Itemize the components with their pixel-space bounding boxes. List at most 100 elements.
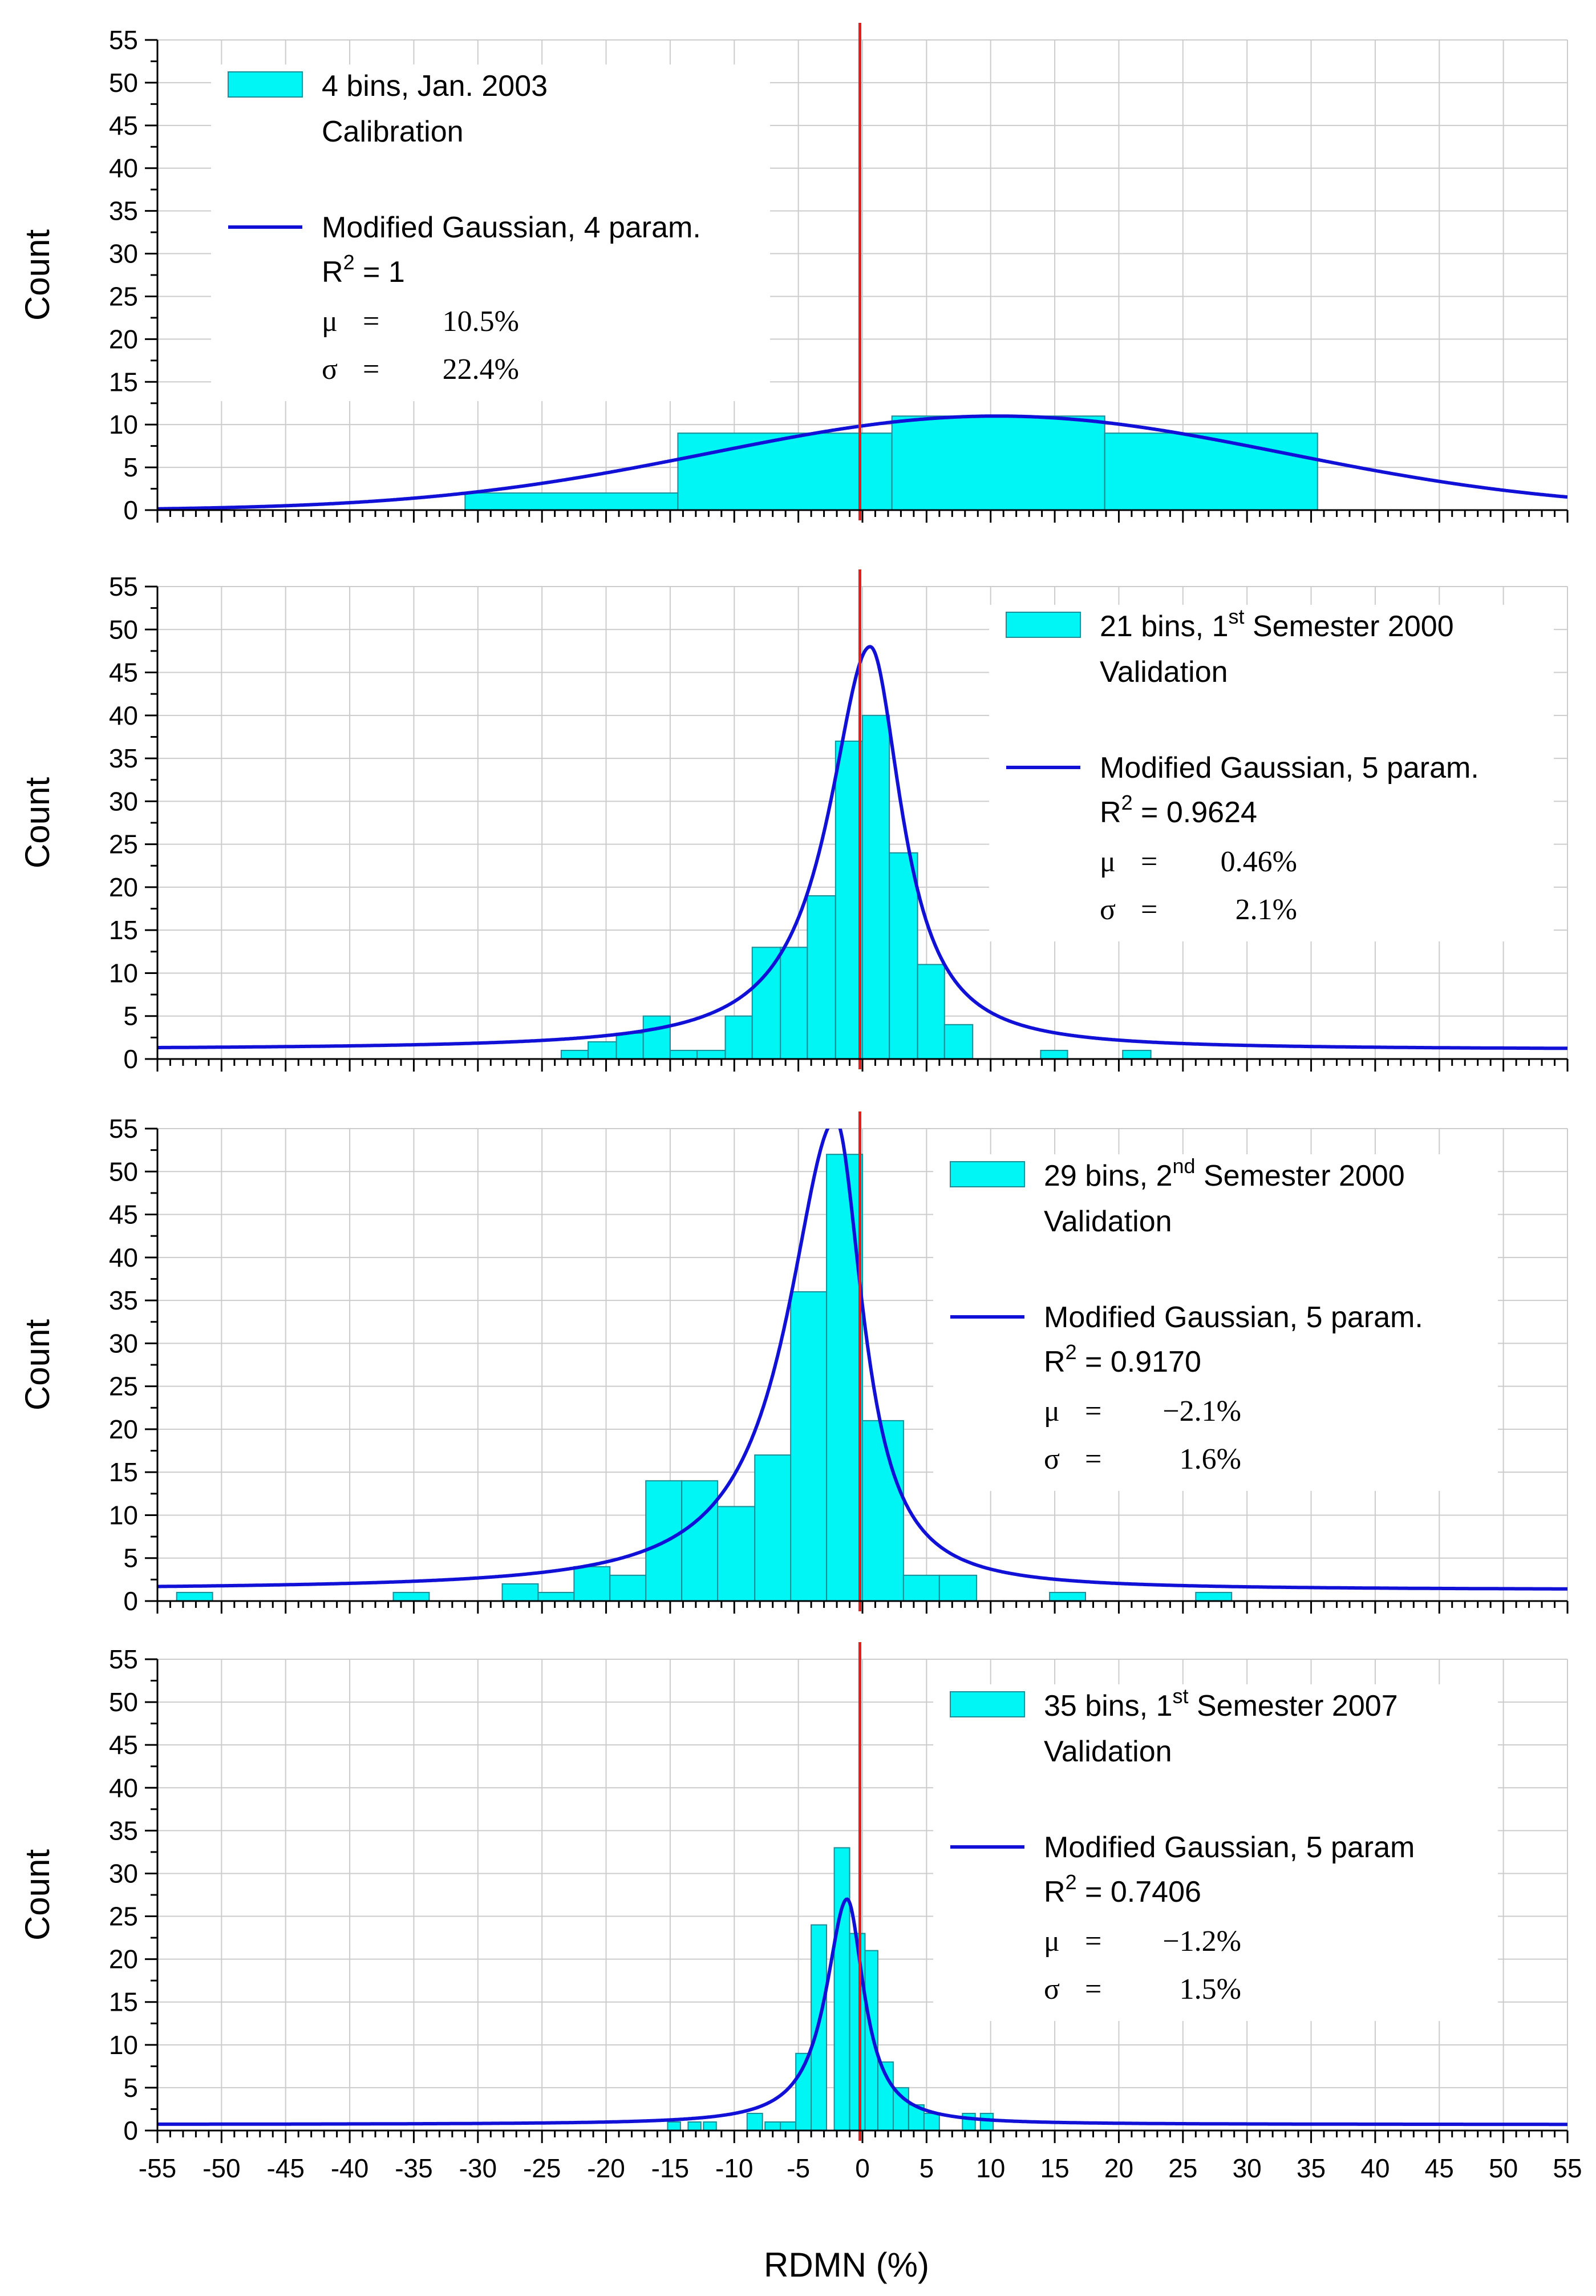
panel-3: 0 5 10 15 20 25 30 35 40 45 50 55 Count 29 bins, 2nd …	[18, 1111, 1569, 1616]
legend-bar-swatch	[1006, 612, 1081, 638]
y-tick-label: 15	[109, 1987, 138, 2017]
legend-bars-label-text: 4 bins, Jan. 2003	[322, 70, 548, 103]
y-tick-label: 0	[123, 2116, 138, 2145]
legend-bars-sublabel: Validation	[1044, 1205, 1172, 1238]
legend-fit-label: Modified Gaussian, 5 param.	[1100, 751, 1479, 785]
bars	[464, 415, 1318, 510]
legend-background	[989, 605, 1554, 941]
legend-sigma-equals: =	[1141, 894, 1157, 926]
x-ticks	[156, 510, 1569, 523]
y-tick-label: 40	[109, 701, 138, 730]
histogram-bar	[862, 1420, 904, 1601]
y-tick-label: 10	[109, 410, 138, 439]
legend-sigma-value: 22.4%	[443, 353, 519, 386]
legend-mu-symbol: μ	[322, 305, 338, 338]
histogram-bar	[1195, 1591, 1233, 1601]
histogram-bar	[560, 1049, 589, 1059]
legend-sigma: σ = 2.1%	[1100, 894, 1297, 926]
histogram-bar	[681, 1480, 719, 1601]
legend-mu-equals: =	[1141, 846, 1157, 878]
y-tick-label: 15	[109, 1457, 138, 1487]
legend-fit-label: Modified Gaussian, 5 param.	[1044, 1301, 1423, 1334]
y-tick-label: 25	[109, 830, 138, 859]
histogram-bar	[849, 1933, 866, 2131]
legend-background	[933, 1684, 1498, 2021]
y-tick-label: 10	[109, 1500, 138, 1530]
y-ticks	[145, 585, 157, 1060]
y-tick-label: 20	[109, 1414, 138, 1444]
histogram-bar	[392, 1591, 430, 1601]
y-tick-label: 0	[123, 1586, 138, 1616]
legend-r2-value: = 0.7406	[1077, 1875, 1201, 1909]
legend-sigma-symbol: σ	[322, 353, 338, 386]
histogram-bar	[588, 1041, 617, 1059]
legend-bars-label-end: Semester 2007	[1189, 1689, 1398, 1723]
legend-r2-label: R	[322, 256, 343, 289]
y-tick-label: 50	[109, 1157, 138, 1186]
legend-bar-swatch	[950, 1161, 1025, 1187]
histogram-bar	[669, 1049, 698, 1059]
x-axis-label: RDMN (%)	[764, 2246, 929, 2284]
y-ticks	[145, 1658, 157, 2132]
legend-sigma-equals: =	[1085, 1443, 1101, 1476]
x-tick-label: -20	[587, 2153, 625, 2183]
y-tick-label: 5	[123, 2073, 138, 2103]
fit-curve	[157, 645, 1567, 1050]
x-ticks	[156, 1059, 1569, 1072]
legend-r2-superscript: 2	[343, 250, 355, 274]
legend-mu-value: −2.1%	[1162, 1395, 1241, 1428]
histogram-bar	[943, 1024, 974, 1059]
legend-bars-label: 4 bins, Jan. 2003	[322, 70, 548, 103]
y-tick-label: 30	[109, 1328, 138, 1358]
histogram-bar	[1104, 432, 1318, 510]
histogram-bar	[889, 852, 918, 1059]
y-ticks	[145, 39, 157, 511]
legend-bars-label: 29 bins, 2nd Semester 2000	[1044, 1154, 1405, 1193]
histogram-bar	[764, 2121, 781, 2131]
y-tick-label: 15	[109, 915, 138, 945]
legend-sigma-value: 1.5%	[1180, 1973, 1241, 2006]
legend-fit-label: Modified Gaussian, 4 param.	[322, 211, 701, 244]
x-tick-label: 20	[1104, 2153, 1133, 2183]
legend-mu-equals: =	[1085, 1395, 1101, 1428]
histogram-bar	[724, 1015, 753, 1059]
legend-sigma: σ = 1.6%	[1044, 1443, 1241, 1476]
legend-mu-value: 0.46%	[1221, 846, 1297, 878]
histogram-bar	[962, 2112, 976, 2131]
legend-bars-label-superscript: nd	[1173, 1154, 1196, 1178]
legend-sigma: σ = 1.5%	[1044, 1973, 1241, 2006]
histogram-bar	[790, 1291, 828, 1601]
x-tick-label: -40	[331, 2153, 368, 2183]
histogram-bar	[176, 1591, 213, 1601]
x-tick-label: -25	[523, 2153, 561, 2183]
y-tick-label: 55	[109, 1114, 138, 1143]
legend-r-squared: R2 = 0.9170	[1044, 1340, 1201, 1379]
legend-sigma-symbol: σ	[1044, 1973, 1060, 2006]
legend-mu-symbol: μ	[1044, 1925, 1060, 1958]
histogram-bar	[902, 1574, 940, 1601]
y-tick-label: 55	[109, 25, 138, 55]
x-tick-label: 0	[855, 2153, 870, 2183]
x-tick-label: 35	[1297, 2153, 1326, 2183]
legend: 29 bins, 2nd Semester 2000 Validation Modi…	[950, 1154, 1423, 1476]
legend-mu-symbol: μ	[1044, 1395, 1060, 1428]
fit-curve	[157, 414, 1567, 510]
histogram-bar	[938, 1574, 978, 1601]
x-tick-label: -10	[715, 2153, 753, 2183]
legend-bars-label-text: 29 bins, 2	[1044, 1159, 1173, 1193]
x-tick-label: -50	[202, 2153, 240, 2183]
histogram-bar	[835, 740, 863, 1059]
y-tick-label: 40	[109, 1773, 138, 1802]
histogram-bar	[667, 2121, 681, 2131]
legend-r2-superscript: 2	[1066, 1870, 1077, 1894]
histogram-bar	[917, 964, 945, 1059]
histogram-bar	[807, 895, 836, 1059]
legend-bars-label-end: Semester 2000	[1196, 1159, 1405, 1193]
x-tick-label: 40	[1360, 2153, 1390, 2183]
legend-mu: μ = −1.2%	[1044, 1925, 1241, 1958]
histogram-bar	[1040, 1049, 1068, 1059]
legend-sigma-symbol: σ	[1100, 894, 1116, 926]
x-tick-label: -5	[787, 2153, 810, 2183]
y-tick-label: 20	[109, 1945, 138, 1974]
